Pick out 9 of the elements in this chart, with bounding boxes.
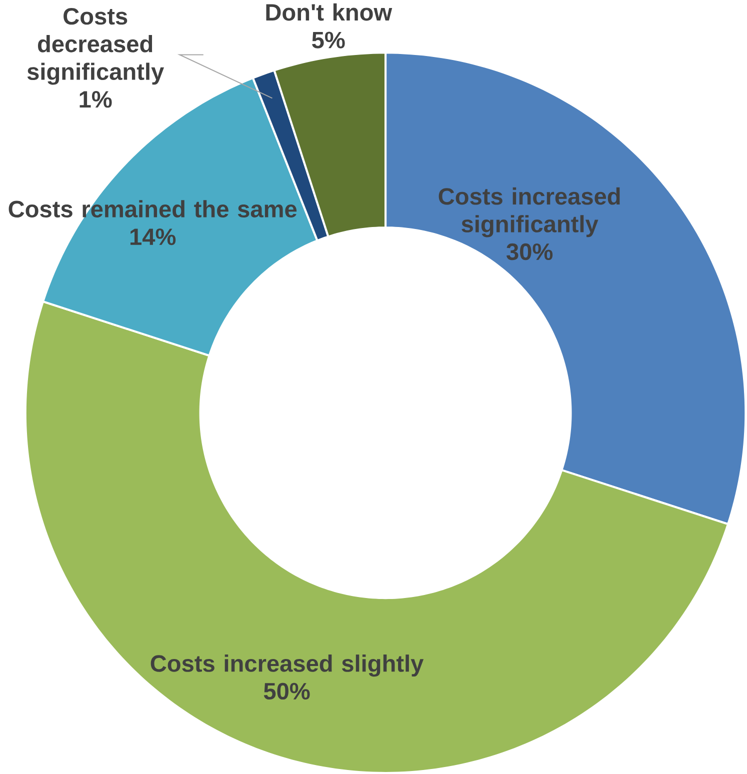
slice-label: Costs increased slightly [150,654,424,677]
data-label: 50% [264,682,310,700]
data-label: 1% [80,91,112,108]
data-label: 14% [130,228,176,246]
slice-label: Don't know [266,3,392,21]
slice-label: Costs decreased significantly [28,8,164,85]
slice-label: Costs increased significantly [438,187,620,238]
data-label: 30% [506,243,553,260]
data-label: 5% [312,32,345,48]
